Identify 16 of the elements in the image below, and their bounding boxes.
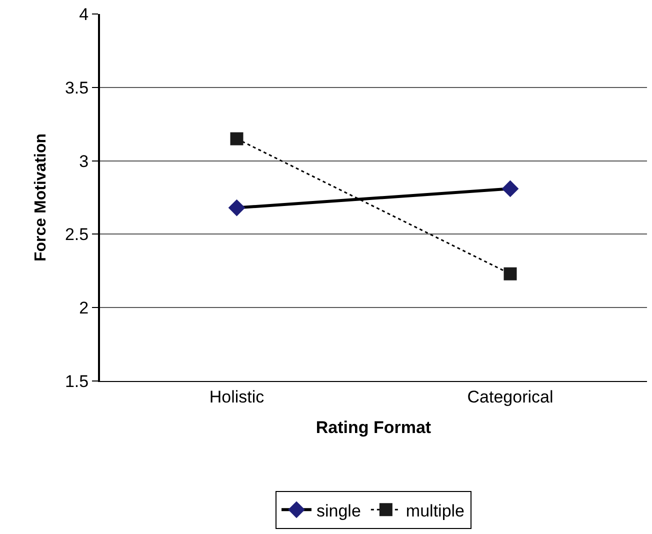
point bbox=[230, 132, 244, 146]
point bbox=[504, 267, 517, 280]
point bbox=[228, 199, 246, 216]
x-tick-label: Categorical bbox=[467, 387, 554, 406]
y-tick-label: 2 bbox=[79, 298, 89, 318]
y-tick-label: 1.5 bbox=[64, 372, 89, 391]
x-tick-label: Holistic bbox=[209, 387, 265, 406]
point bbox=[502, 180, 519, 198]
y-tick-label: 2.5 bbox=[64, 225, 89, 244]
x-axis-title: Rating Format bbox=[316, 418, 432, 437]
y-tick-label: 4 bbox=[79, 4, 89, 24]
legend-label: single bbox=[316, 501, 361, 520]
y-tick-label: 3.5 bbox=[64, 78, 89, 98]
y-tick-label: 3 bbox=[79, 152, 89, 171]
legend-label: multiple bbox=[406, 501, 465, 520]
y-axis-title: Force Motivation bbox=[32, 133, 50, 262]
